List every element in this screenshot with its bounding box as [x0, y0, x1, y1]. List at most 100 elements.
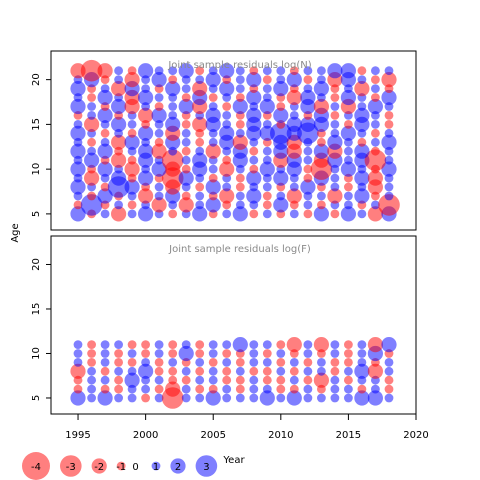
top-y-tick-label: 15 [31, 118, 42, 131]
bottom-residual-bubble [70, 363, 86, 379]
bottom-residual-bubble [208, 366, 218, 376]
top-residual-bubble [151, 161, 167, 177]
bottom-residual-bubble [276, 340, 286, 349]
top-residual-bubble [168, 209, 178, 219]
top-residual-bubble [286, 72, 302, 88]
top-residual-bubble [262, 191, 272, 201]
top-residual-bubble [364, 149, 387, 171]
top-residual-bubble [303, 146, 313, 156]
bottom-residual-bubble [114, 340, 123, 349]
top-residual-bubble [195, 182, 205, 192]
bottom-residual-bubble [262, 340, 272, 349]
top-residual-bubble [219, 125, 235, 141]
top-residual-bubble [87, 146, 96, 156]
top-residual-bubble [70, 143, 86, 159]
legend-label: 1 [153, 462, 159, 473]
top-residual-bubble [303, 173, 313, 183]
bottom-residual-bubble [222, 384, 232, 394]
top-residual-bubble [192, 116, 208, 132]
top-residual-bubble [232, 98, 248, 115]
bottom-residual-bubble [168, 340, 178, 349]
bottom-residual-bubble [208, 340, 218, 349]
top-residual-bubble [384, 128, 394, 138]
bottom-residual-bubble [276, 393, 286, 403]
bottom-residual-bubble [317, 366, 326, 376]
top-residual-bubble [178, 197, 194, 213]
legend-label: -4 [31, 462, 41, 473]
top-residual-bubble [124, 179, 140, 195]
bottom-residual-bubble [168, 349, 178, 358]
bottom-residual-bubble [384, 366, 394, 376]
top-residual-bubble [249, 209, 259, 219]
top-residual-bubble [219, 63, 235, 79]
top-residual-bubble [317, 75, 326, 84]
bottom-residual-bubble [232, 337, 248, 353]
top-residual-bubble [111, 81, 127, 97]
top-residual-bubble [249, 164, 259, 174]
bottom-residual-bubble [249, 375, 259, 385]
bottom-residual-bubble [154, 366, 164, 376]
top-residual-bubble [192, 81, 208, 97]
x-tick-label: 2005 [200, 430, 225, 441]
bottom-residual-bubble [208, 384, 218, 394]
top-residual-bubble [195, 66, 205, 76]
top-residual-bubble [111, 98, 127, 115]
bottom-residual-bubble [384, 358, 394, 367]
bottom-residual-bubble [344, 349, 353, 358]
top-panel-y-axis: 5 10 15 20 [31, 73, 51, 217]
bottom-residual-bubble [97, 390, 113, 406]
top-residual-bubble [138, 107, 154, 123]
bottom-residual-bubble [181, 340, 191, 349]
top-residual-bubble [141, 84, 151, 93]
top-residual-bubble [97, 161, 113, 177]
top-residual-bubble [330, 120, 340, 129]
top-residual-bubble [127, 200, 137, 210]
bottom-residual-bubble [330, 375, 340, 385]
bottom-residual-bubble [367, 363, 383, 379]
bottom-residual-bubble [100, 366, 110, 376]
top-residual-bubble [100, 182, 110, 192]
top-residual-bubble [235, 200, 245, 210]
top-residual-bubble [262, 75, 272, 84]
top-residual-bubble [138, 143, 154, 159]
bottom-residual-bubble [330, 358, 340, 367]
bottom-residual-bubble [344, 366, 353, 376]
bottom-residual-bubble [222, 366, 232, 376]
bottom-residual-bubble [235, 384, 245, 394]
top-residual-bubble [178, 63, 194, 79]
legend-bubble [170, 458, 186, 474]
bottom-residual-bubble [259, 390, 275, 406]
top-residual-bubble [317, 191, 326, 201]
legend-label: 3 [203, 462, 209, 473]
top-residual-bubble [235, 75, 245, 84]
top-residual-bubble [273, 197, 289, 213]
bottom-residual-bubble [222, 393, 232, 403]
top-residual-bubble [367, 170, 383, 186]
bottom-residual-bubble [222, 358, 232, 367]
top-residual-bubble [303, 209, 313, 219]
top-residual-bubble [154, 93, 164, 102]
top-residual-bubble [381, 134, 397, 150]
bottom-residual-bubble [384, 393, 394, 403]
top-residual-bubble [181, 137, 191, 147]
top-residual-bubble [249, 155, 259, 165]
bottom-residual-bubble [87, 393, 96, 403]
top-residual-bubble [127, 209, 137, 219]
bottom-residual-bubble [127, 340, 137, 349]
top-residual-bubble [344, 191, 353, 201]
top-residual-bubble [235, 66, 245, 76]
top-residual-bubble [165, 81, 181, 97]
bottom-residual-bubble [100, 349, 110, 358]
bottom-residual-bubble [154, 340, 164, 349]
top-residual-bubble [340, 206, 356, 222]
top-residual-bubble [114, 66, 123, 76]
top-residual-bubble [303, 155, 313, 165]
top-residual-bubble [289, 209, 299, 219]
top-residual-bubble [273, 107, 289, 123]
bottom-residual-bubble [154, 384, 164, 394]
top-residual-bubble [313, 81, 329, 97]
top-residual-bubble [270, 122, 292, 145]
x-tick-label: 1995 [65, 430, 90, 441]
bottom-residual-bubble [87, 349, 96, 358]
top-residual-bubble [181, 120, 191, 129]
